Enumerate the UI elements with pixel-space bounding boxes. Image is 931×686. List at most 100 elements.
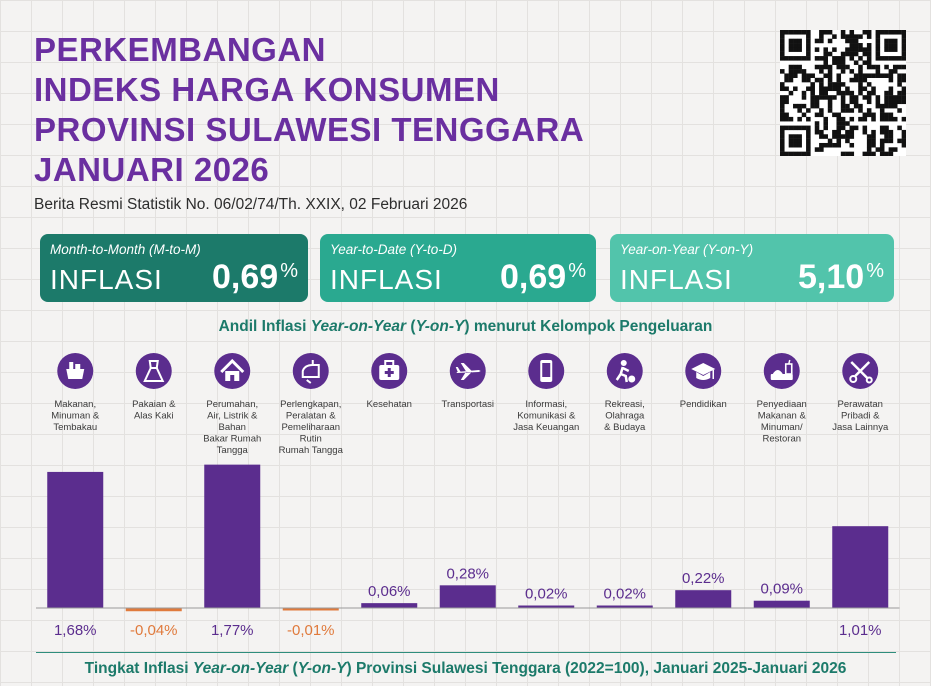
card-value: 0,69: [212, 258, 279, 296]
category-label: Perumahan,: [206, 399, 258, 410]
category-label: Alas Kaki: [134, 411, 174, 422]
title-part: Year-on-Year: [192, 660, 289, 677]
qr-code-icon[interactable]: [780, 30, 906, 156]
title-part: Y-on-Y: [297, 660, 347, 677]
category-label: Kesehatan: [367, 399, 412, 410]
inflation-card-yoy: Year-on-Year (Y-on-Y) INFLASI 5,10%: [610, 234, 894, 302]
title-part: ) menurut Kelompok Pengeluaran: [464, 318, 713, 335]
bar: [753, 600, 810, 608]
airplane-icon-glyph: [455, 363, 481, 380]
value-label: -0,04%: [130, 622, 178, 639]
smartphone-icon-glyph: [540, 360, 553, 382]
category-label: Informasi,: [525, 399, 567, 410]
bar: [832, 526, 889, 608]
title-part: Tingkat Inflasi: [84, 660, 193, 677]
first-aid-kit-icon-glyph: [379, 360, 400, 380]
card-value: 5,10: [798, 258, 865, 296]
card-word: INFLASI: [620, 264, 733, 295]
bar: [518, 605, 575, 608]
card-value-wrap: 0,69%: [212, 258, 298, 297]
card-unit: %: [568, 260, 586, 282]
page-subtitle: Berita Resmi Statistik No. 06/02/74/Th. …: [34, 196, 468, 213]
food-tray-icon: [763, 353, 800, 389]
card-value-wrap: 5,10%: [798, 258, 884, 297]
card-word: INFLASI: [50, 264, 163, 295]
dress-icon-glyph: [143, 360, 165, 382]
value-label: 1,68%: [54, 622, 97, 639]
category-label: Rekreasi,: [605, 399, 645, 410]
category-label: Pribadi &: [841, 411, 880, 422]
category-label: Air, Listrik &: [207, 411, 258, 422]
value-label: 1,77%: [211, 622, 254, 639]
bar: [204, 464, 261, 608]
category-label: Rutin: [300, 434, 322, 445]
footer-title: Tingkat Inflasi Year-on-Year (Y-on-Y) Pr…: [0, 660, 931, 678]
category-label: Penyediaan: [757, 399, 807, 410]
page-title: PERKEMBANGAN INDEKS HARGA KONSUMEN PROVI…: [34, 30, 584, 190]
category-label: Tembakau: [53, 422, 97, 433]
title-line: JANUARI 2026: [34, 151, 270, 188]
category-label: Pemeliharaan: [281, 422, 340, 433]
title-part: (: [406, 318, 416, 335]
bar: [47, 471, 104, 608]
category-label: Peralatan &: [286, 411, 336, 422]
category-label: Minuman/: [761, 422, 803, 433]
card-unit: %: [280, 260, 298, 282]
category-label: Pakaian &: [132, 399, 176, 410]
iron-icon-glyph: [301, 360, 320, 384]
value-label: 0,28%: [446, 565, 489, 582]
category-label: & Budaya: [604, 422, 646, 433]
bar: [282, 608, 339, 611]
soccer-icon: [606, 353, 643, 389]
category-label: Olahraga: [605, 411, 645, 422]
category-label: Jasa Keuangan: [513, 422, 579, 433]
value-label: 0,09%: [760, 581, 803, 598]
bar: [675, 590, 732, 608]
divider: [36, 652, 896, 653]
title-line: INDEKS HARGA KONSUMEN: [34, 71, 500, 108]
inflation-card-ytd: Year-to-Date (Y-to-D) INFLASI 0,69%: [320, 234, 596, 302]
bar: [125, 608, 182, 612]
card-value: 0,69: [500, 258, 567, 296]
card-value-wrap: 0,69%: [500, 258, 586, 297]
title-part: Y-on-Y: [415, 318, 465, 335]
value-label: 0,06%: [368, 583, 411, 600]
bar: [439, 585, 496, 608]
food-tray-icon-glyph: [770, 359, 793, 380]
card-period: Year-on-Year (Y-on-Y): [620, 242, 754, 257]
title-part: ) Provinsi Sulawesi Tenggara (2022=100),…: [346, 660, 847, 677]
card-period: Year-to-Date (Y-to-D): [330, 242, 458, 257]
category-label: Pendidikan: [680, 399, 727, 410]
card-period: Month-to-Month (M-to-M): [50, 242, 201, 257]
graduation-cap-icon-glyph: [691, 363, 716, 380]
bar: [361, 603, 418, 608]
category-label: Makanan,: [54, 399, 96, 410]
soccer-icon-glyph: [615, 360, 636, 383]
title-part: Andil Inflasi: [218, 318, 311, 335]
card-word: INFLASI: [330, 264, 443, 295]
category-label: Perlengkapan,: [280, 399, 341, 410]
title-part: (: [288, 660, 298, 677]
iron-icon: [292, 353, 329, 389]
scissors-comb-icon-glyph: [849, 361, 873, 384]
category-label: Perawatan: [838, 399, 883, 410]
card-unit: %: [866, 260, 884, 282]
category-label: Bahan: [219, 422, 246, 433]
value-label: 1,01%: [839, 622, 882, 639]
category-label: Tangga: [217, 445, 249, 456]
inflation-card-mtm: Month-to-Month (M-to-M) INFLASI 0,69%: [40, 234, 308, 302]
value-label: -0,01%: [287, 622, 335, 639]
title-line: PERKEMBANGAN: [34, 31, 327, 68]
title-part: Year-on-Year: [310, 318, 407, 335]
value-label: 0,02%: [525, 586, 568, 603]
value-label: 0,02%: [603, 586, 646, 603]
category-label: Rumah Tangga: [279, 445, 344, 456]
category-label: Transportasi: [442, 399, 494, 410]
category-label: Bakar Rumah: [203, 434, 261, 445]
value-label: 0,22%: [682, 570, 725, 587]
category-label: Jasa Lainnya: [832, 422, 889, 433]
title-line: PROVINSI SULAWESI TENGGARA: [34, 111, 585, 148]
category-label: Makanan &: [758, 411, 807, 422]
dress-icon: [135, 353, 172, 389]
